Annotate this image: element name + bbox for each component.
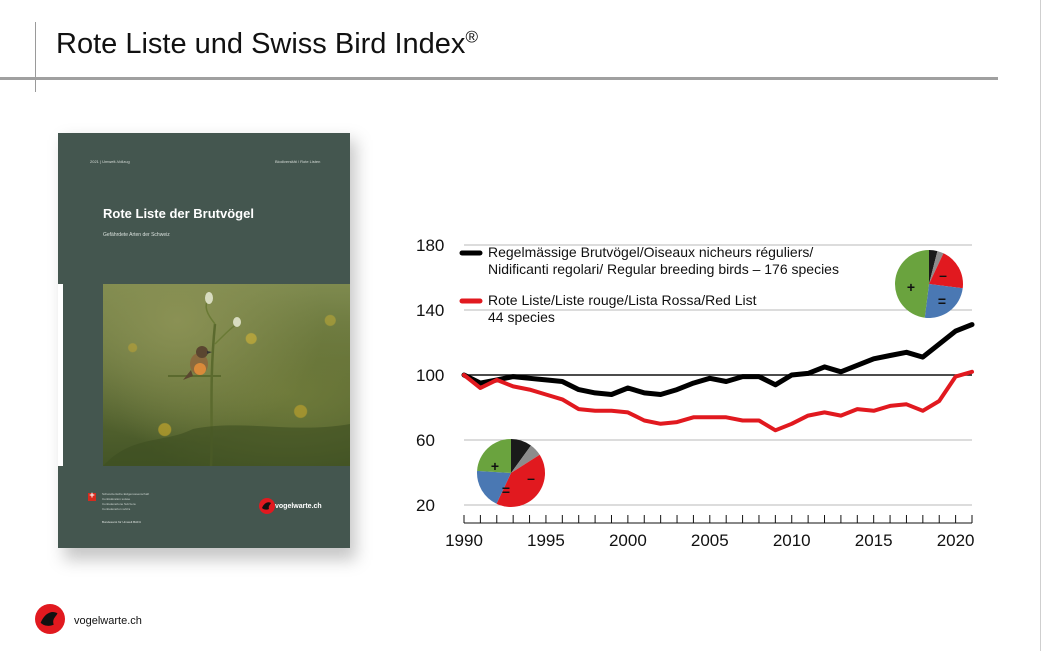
x-tick-label-2015: 2015 bbox=[855, 531, 893, 550]
book-spine bbox=[58, 284, 63, 466]
title-divider bbox=[0, 77, 998, 80]
book-footer-text: Bundesamt für Umwelt BAFU bbox=[102, 520, 142, 524]
x-tick-label-2005: 2005 bbox=[691, 531, 729, 550]
y-tick-label-140: 140 bbox=[416, 301, 444, 320]
pie-red-list-label: = bbox=[502, 482, 510, 498]
book-logo-text: vogelwarte.ch bbox=[275, 503, 322, 510]
series-line-red-list bbox=[462, 369, 974, 433]
series-lines bbox=[461, 322, 975, 433]
book-federal-text: Schweizerische Eidgenossenschaft Confédé… bbox=[102, 492, 150, 511]
pie-red-list-label: – bbox=[527, 470, 535, 486]
pie-charts: +–=+–= bbox=[477, 250, 963, 508]
x-axis: 1990 1995 2000 2005 2010 2015 2020 bbox=[445, 515, 975, 550]
pie-regular-slice-4 bbox=[894, 250, 929, 318]
book-category: Biodiversität / Rote Listen bbox=[275, 159, 321, 164]
book-vogelwarte-logo-icon bbox=[259, 498, 275, 519]
x-tick-label-2020: 2020 bbox=[937, 531, 975, 550]
pie-regular-label: – bbox=[939, 267, 947, 283]
y-tick-label-60: 60 bbox=[416, 431, 435, 450]
line-chart: 1990 1995 2000 2005 2010 2015 2020 20 60 100 140 1… bbox=[416, 236, 975, 550]
pie-red-list-slice-0 bbox=[511, 439, 531, 473]
pie-regular-slice-3 bbox=[924, 284, 963, 318]
y-tick-label-100: 100 bbox=[416, 366, 444, 385]
book-series: 2021 | Umwelt-Vollzug bbox=[90, 159, 130, 164]
legend-label-0-1: Nidificanti regolari/ Regular breeding b… bbox=[488, 261, 839, 277]
pie-red-list-slice-2 bbox=[496, 454, 545, 508]
y-tick-label-180: 180 bbox=[416, 236, 444, 255]
x-tick-label-1995: 1995 bbox=[527, 531, 565, 550]
bird-illustration bbox=[103, 292, 350, 466]
slide-title: Rote Liste und Swiss Bird Index® bbox=[56, 27, 478, 60]
vogelwarte-logo-icon bbox=[35, 604, 65, 639]
registered-mark: ® bbox=[465, 27, 478, 47]
pie-regular-slice-2 bbox=[929, 253, 963, 289]
pie-red-list-label: + bbox=[491, 458, 499, 474]
legend-label-1-0: Rote Liste/Liste rouge/Lista Rossa/Red L… bbox=[488, 292, 757, 308]
pie-regular-slice-0 bbox=[929, 250, 938, 284]
swiss-flag-icon bbox=[88, 490, 96, 501]
book-subtitle: Gefährdete Arten der Schweiz bbox=[103, 232, 170, 238]
pie-regular-label: = bbox=[938, 293, 946, 309]
footer-logo-text: vogelwarte.ch bbox=[74, 615, 142, 627]
series-line-regular-breeding-birds bbox=[461, 322, 975, 397]
x-tick-label-1990: 1990 bbox=[445, 531, 483, 550]
book-photo-bird bbox=[103, 284, 350, 466]
pie-red-list-slice-4 bbox=[477, 439, 511, 473]
legend-label-0-0: Regelmässige Brutvögel/Oiseaux nicheurs … bbox=[488, 244, 813, 260]
y-axis: 20 60 100 140 180 bbox=[416, 236, 444, 515]
slide-edge bbox=[1040, 0, 1041, 651]
pie-regular-label: + bbox=[907, 279, 915, 295]
pie-red-list-slice-1 bbox=[511, 445, 540, 473]
title-divider-vertical bbox=[35, 22, 36, 92]
pie-red-list-slice-3 bbox=[477, 470, 511, 504]
legend-label-1-1: 44 species bbox=[488, 309, 555, 325]
book-title: Rote Liste der Brutvögel bbox=[103, 206, 254, 221]
pie-regular-slice-1 bbox=[929, 251, 944, 284]
x-tick-label-2000: 2000 bbox=[609, 531, 647, 550]
chart-grid bbox=[464, 244, 972, 506]
y-tick-label-20: 20 bbox=[416, 496, 435, 515]
x-tick-label-2010: 2010 bbox=[773, 531, 811, 550]
chart-legend: Regelmässige Brutvögel/Oiseaux nicheurs … bbox=[459, 244, 839, 325]
